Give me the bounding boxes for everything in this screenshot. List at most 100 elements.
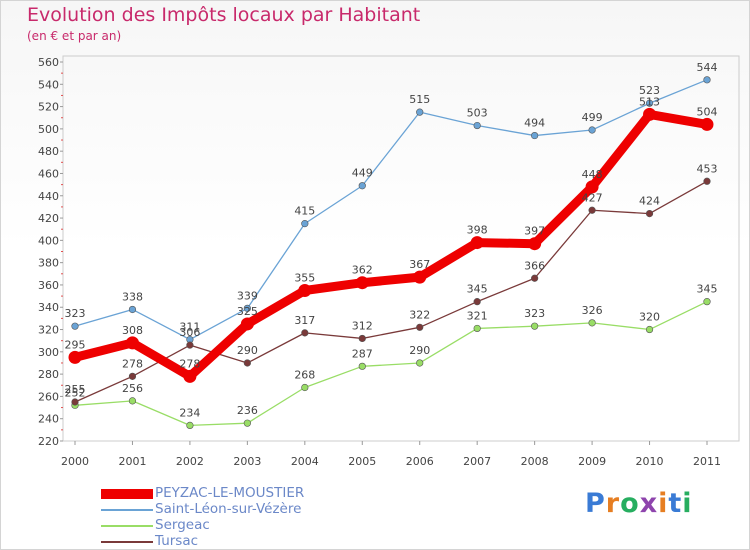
data-label: 308 [122, 324, 143, 337]
x-tick-label: 2003 [233, 455, 261, 468]
data-label: 494 [524, 117, 545, 130]
data-point [645, 325, 654, 334]
data-point [413, 270, 427, 284]
data-point [645, 210, 654, 218]
y-tick-label: 340 [38, 301, 59, 314]
data-label: 321 [467, 309, 488, 322]
legend-swatch [101, 509, 153, 511]
y-tick-label: 360 [38, 279, 59, 292]
data-label: 326 [582, 304, 603, 317]
series-line-peyzac-le-moustier [70, 109, 712, 381]
data-point [703, 298, 711, 306]
data-point [531, 131, 539, 140]
data-label: 278 [179, 357, 200, 370]
data-label: 252 [65, 386, 86, 399]
data-label: 345 [697, 283, 718, 296]
proxiti-logo: Proxiti [585, 488, 693, 519]
y-tick-label: 240 [38, 413, 59, 426]
y-tick-label: 300 [38, 346, 59, 359]
data-point [301, 383, 309, 392]
data-point [128, 372, 137, 380]
series-line-tursac [74, 180, 708, 403]
data-point [128, 397, 137, 405]
x-tick-label: 2004 [291, 455, 319, 468]
data-point [645, 99, 654, 107]
plot-area [62, 55, 740, 442]
data-label: 415 [294, 205, 315, 218]
data-label: 256 [122, 382, 143, 395]
x-tick-label: 2007 [463, 455, 491, 468]
data-point [700, 117, 714, 131]
logo-letter: i [682, 488, 693, 519]
data-point [243, 419, 251, 427]
data-label: 236 [237, 404, 258, 417]
data-label: 322 [409, 308, 430, 321]
data-label: 499 [582, 111, 603, 124]
legend-label: Sergeac [155, 517, 210, 533]
x-tick-label: 2002 [176, 455, 204, 468]
data-label: 323 [65, 307, 86, 320]
data-label: 513 [639, 95, 660, 108]
data-point [358, 334, 366, 343]
y-tick-label: 220 [38, 435, 59, 448]
data-point [473, 298, 481, 306]
data-point [186, 341, 194, 349]
logo-letter: P [585, 488, 606, 519]
logo-letter: o [620, 488, 640, 519]
x-tick-label: 2001 [118, 455, 146, 468]
legend-label: PEYZAC-LE-MOUSTIER [155, 485, 305, 501]
data-label: 427 [582, 191, 603, 204]
x-tick-label: 2006 [406, 455, 434, 468]
data-label: 397 [524, 225, 545, 238]
data-point [703, 177, 711, 185]
chart-title: Evolution des Impôts locaux par Habitant [27, 4, 421, 26]
data-point [473, 324, 481, 333]
data-point [585, 180, 599, 194]
data-point [183, 369, 197, 383]
data-point [243, 359, 251, 367]
data-label: 398 [467, 224, 488, 237]
data-point [528, 237, 542, 251]
data-label: 278 [122, 357, 143, 370]
legend-label: Saint-Léon-sur-Vézère [155, 501, 302, 517]
data-point [355, 276, 369, 290]
data-label: 317 [294, 314, 315, 327]
data-label: 323 [524, 307, 545, 320]
y-tick-label: 440 [38, 190, 59, 203]
data-label: 523 [639, 84, 660, 97]
data-label: 448 [582, 168, 603, 181]
data-point [125, 336, 139, 350]
y-tick-label: 500 [38, 123, 59, 136]
data-label: 362 [352, 264, 373, 277]
data-label: 355 [294, 272, 315, 285]
data-label: 515 [409, 93, 430, 106]
data-label: 295 [65, 338, 86, 351]
logo-letter: t [668, 488, 683, 519]
data-point [68, 350, 82, 364]
data-point [243, 304, 251, 312]
legend-swatch [101, 489, 153, 499]
y-tick-label: 480 [38, 145, 59, 158]
data-point [71, 398, 79, 406]
x-tick-label: 2000 [61, 455, 89, 468]
data-label: 339 [237, 289, 258, 302]
data-point [473, 121, 481, 130]
data-label: 255 [65, 383, 86, 396]
y-tick-label: 400 [38, 234, 59, 247]
data-label: 504 [697, 105, 718, 118]
data-point [128, 305, 137, 314]
data-label: 453 [697, 162, 718, 175]
data-point [643, 107, 657, 121]
y-tick-label: 460 [38, 167, 59, 180]
data-point [531, 274, 539, 282]
data-label: 234 [179, 406, 200, 419]
data-label: 424 [639, 195, 660, 208]
data-label: 325 [237, 305, 258, 318]
data-label: 287 [352, 347, 373, 360]
data-label: 338 [122, 290, 143, 303]
data-point [186, 421, 194, 429]
y-tick-label: 380 [38, 257, 59, 270]
data-point [71, 322, 79, 330]
data-label: 320 [639, 311, 660, 324]
